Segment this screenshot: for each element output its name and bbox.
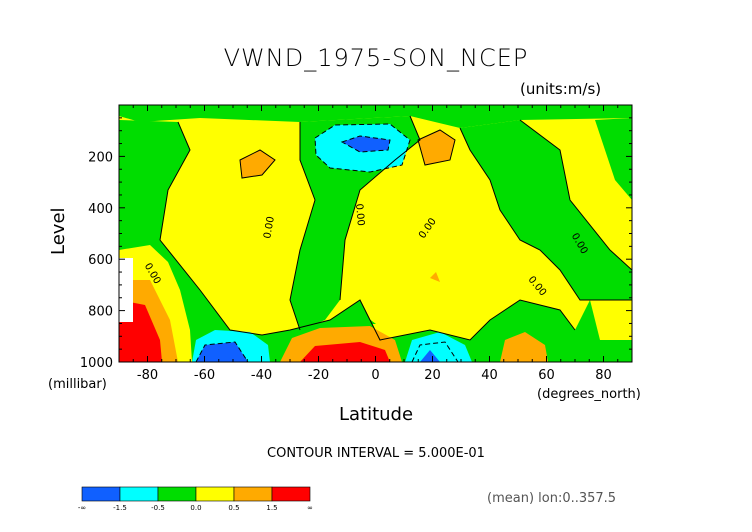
x-tick-label: 80 [595, 368, 612, 383]
y-tick-label: 200 [88, 150, 113, 165]
colorbar-label: -0.5 [151, 504, 165, 512]
contour-label: 0.00 [353, 203, 366, 226]
y-tick-label: 1000 [80, 356, 113, 371]
units-label: (units:m/s) [520, 80, 602, 98]
field-strong-lower-center [300, 342, 390, 362]
contour-interval-note: CONTOUR INTERVAL = 5.000E-01 [267, 446, 485, 461]
field-strong-negative-lower-right [420, 350, 440, 362]
y-tick-label: 800 [88, 305, 113, 320]
field-strong-negative-upper [342, 136, 390, 152]
colorbar-swatch [195, 486, 235, 502]
x-tick-label: 0 [371, 368, 379, 383]
colorbar-swatch [233, 486, 273, 502]
chart-title: VWND_1975-SON_NCEP [223, 44, 529, 72]
colorbar-label: -∞ [78, 504, 86, 512]
missing-data-block [119, 258, 133, 322]
x-tick-label: -20 [308, 368, 329, 383]
y-tick-label: 600 [88, 253, 113, 268]
mean-longitude-note: (mean) lon:0..357.5 [487, 491, 617, 506]
colorbar-label: 0.5 [228, 504, 239, 512]
field-near-zero-top [119, 105, 632, 128]
x-tick-label: 60 [538, 368, 555, 383]
field-near-zero-dot [360, 318, 376, 324]
x-axis-ticks: -80 -60 -40 -20 0 20 40 60 80 [118, 105, 633, 383]
field-negative-lower-right [405, 332, 472, 362]
colorbar-label: ∞ [307, 504, 313, 512]
x-tick-label: -40 [251, 368, 272, 383]
field-moderate-blob-1 [240, 150, 275, 178]
colorbar-swatch [157, 486, 197, 502]
contour-label: 0.00 [262, 216, 277, 240]
y-tick-label: 400 [88, 202, 113, 217]
field-moderate-lower-right [500, 332, 548, 362]
colorbar: -∞ -1.5 -0.5 0.0 0.5 1.5 ∞ [78, 486, 313, 512]
x-axis-label: Latitude [338, 404, 414, 425]
field-near-zero-right [460, 120, 632, 300]
x-tick-label: 40 [481, 368, 498, 383]
field-strong-negative-lower-left [196, 342, 248, 362]
contour-fields [119, 105, 632, 362]
colorbar-swatch [119, 486, 159, 502]
x-axis-unit: (degrees_north) [537, 387, 641, 402]
y-axis-unit: (millibar) [48, 377, 107, 392]
y-axis-ticks: 200 400 600 800 1000 [80, 104, 632, 371]
field-near-zero-center [290, 116, 420, 330]
colorbar-label: 0.0 [190, 504, 201, 512]
x-tick-label: 20 [424, 368, 441, 383]
x-tick-label: -60 [194, 368, 215, 383]
field-moderate-blob-2 [418, 130, 455, 165]
colorbar-swatch [81, 486, 121, 502]
colorbar-label: 1.5 [266, 504, 277, 512]
negative-contour-lines [195, 123, 459, 362]
contour-lines [159, 115, 632, 341]
x-tick-label: -80 [137, 368, 158, 383]
colorbar-swatch [271, 486, 311, 502]
colorbar-label: -1.5 [113, 504, 127, 512]
field-near-zero-right-top [595, 118, 632, 200]
field-moderate-dot [430, 272, 440, 282]
